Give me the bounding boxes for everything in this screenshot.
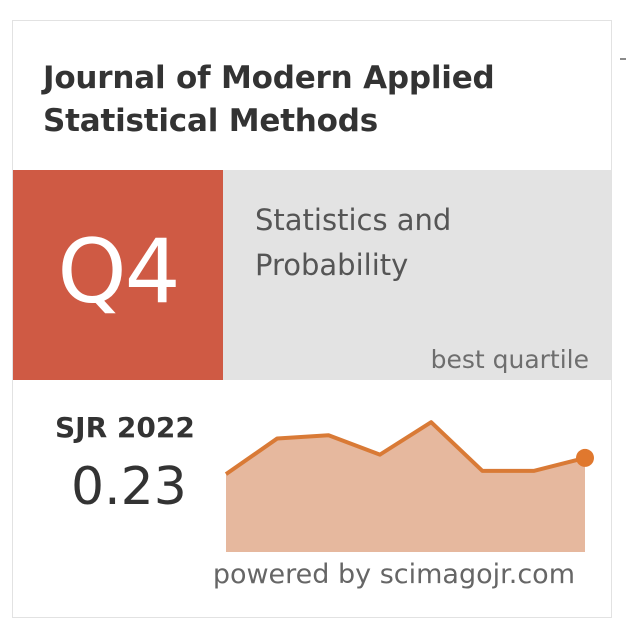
powered-by-link[interactable]: powered by scimagojr.com xyxy=(212,559,575,590)
journal-title[interactable]: Journal of Modern Applied Statistical Me… xyxy=(43,60,495,139)
sjr-trend-chart xyxy=(224,420,594,552)
quartile-badge: Q4 xyxy=(13,170,223,380)
quartile-value: Q4 xyxy=(57,219,180,323)
sjr-value: 0.23 xyxy=(71,457,187,517)
page-edge-mark xyxy=(620,58,626,60)
category-panel: Statistics and Probability best quartile xyxy=(223,170,611,380)
scimago-widget[interactable]: Journal of Modern Applied Statistical Me… xyxy=(12,20,612,618)
chart-area xyxy=(226,422,585,552)
best-quartile-label: best quartile xyxy=(430,345,589,374)
category-name: Statistics and Probability xyxy=(255,203,452,282)
sjr-label: SJR 2022 xyxy=(55,411,195,444)
chart-line xyxy=(224,420,586,476)
latest-value-marker xyxy=(576,448,594,467)
